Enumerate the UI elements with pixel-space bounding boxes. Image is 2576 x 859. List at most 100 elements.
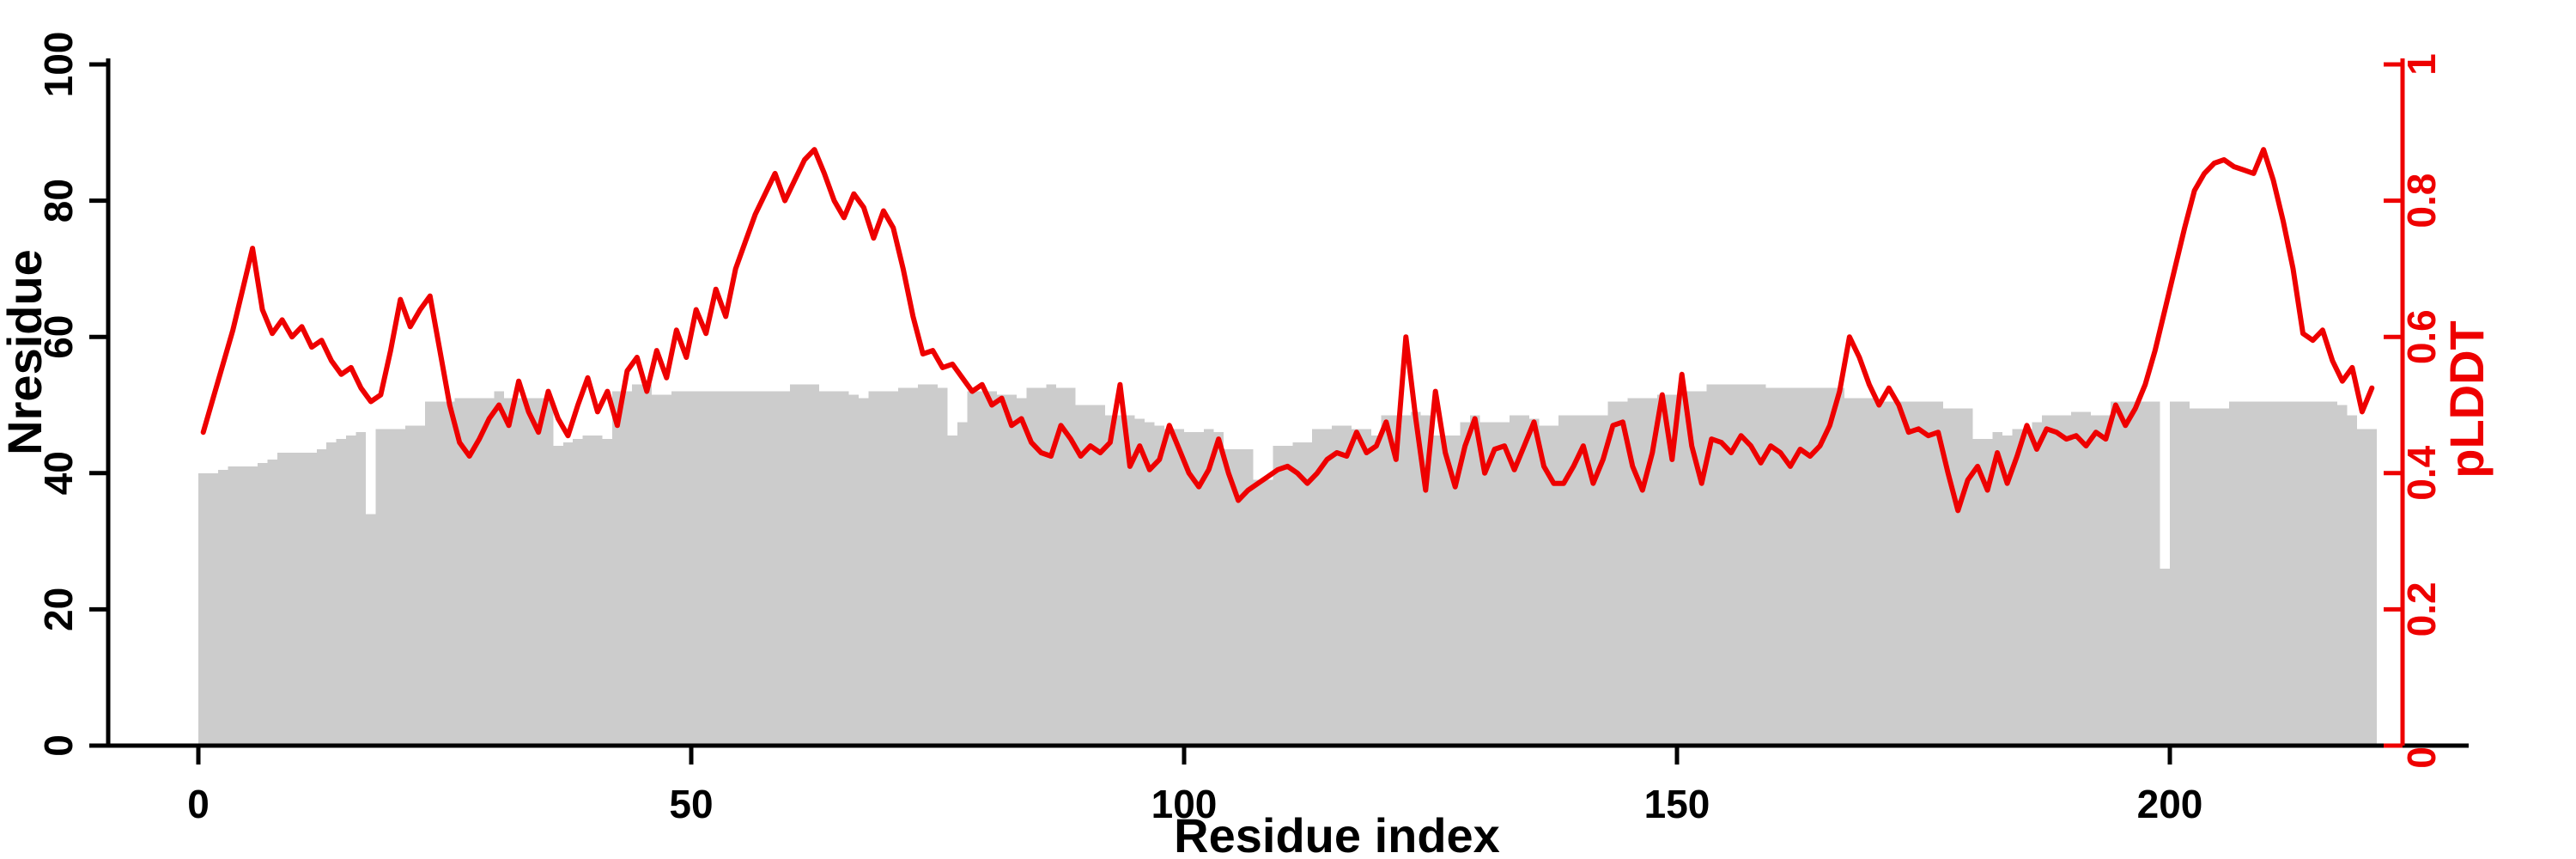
nresidue-bar — [1854, 398, 1865, 746]
nresidue-bars — [198, 384, 2378, 746]
nresidue-bar — [809, 384, 820, 746]
x-tick-label: 0 — [187, 782, 210, 826]
nresidue-bar — [208, 472, 218, 746]
nresidue-bar — [1923, 401, 1934, 746]
nresidue-bar — [2366, 429, 2378, 746]
nresidue-bar — [474, 398, 484, 746]
nresidue-bar — [2347, 415, 2358, 746]
nresidue-bar — [848, 394, 860, 746]
x-axis-title: Residue index — [1174, 808, 1500, 859]
nresidue-bar — [1953, 408, 1963, 746]
nresidue-bar — [217, 469, 228, 746]
nresidue-bar — [523, 398, 534, 746]
right-tick-label: 0.6 — [2399, 309, 2444, 364]
nresidue-bar — [641, 384, 653, 746]
nresidue-bar — [1528, 418, 1540, 746]
nresidue-bar — [1578, 415, 1589, 746]
nresidue-bar — [2021, 429, 2032, 746]
nresidue-bar — [257, 462, 268, 746]
nresidue-bar — [996, 394, 1007, 746]
nresidue-bar — [2307, 401, 2318, 746]
nresidue-bar — [947, 436, 957, 746]
nresidue-bar — [1105, 415, 1115, 746]
nresidue-bar — [1479, 422, 1490, 746]
right-tick-label: 0.4 — [2399, 445, 2444, 500]
nresidue-bar — [464, 398, 475, 746]
nresidue-bar — [1519, 415, 1529, 746]
nresidue-bar — [652, 394, 662, 746]
nresidue-bar — [1844, 398, 1855, 746]
nresidue-bar — [2111, 401, 2121, 746]
nresidue-bar — [1115, 415, 1126, 746]
nresidue-bar — [1075, 405, 1086, 746]
nresidue-bar — [1755, 384, 1766, 746]
nresidue-bar — [1805, 387, 1815, 746]
nresidue-bar — [1184, 432, 1194, 746]
nresidue-bar — [326, 442, 337, 746]
nresidue-bar — [1125, 415, 1135, 746]
nresidue-bar — [1992, 432, 2002, 746]
nresidue-bar — [1825, 387, 1835, 746]
nresidue-bar — [1449, 436, 1461, 746]
nresidue-bar — [1381, 415, 1392, 746]
nresidue-bar — [1904, 401, 1914, 746]
nresidue-bar — [1145, 422, 1155, 746]
nresidue-bar — [1509, 415, 1520, 746]
nresidue-bar — [681, 391, 691, 746]
nresidue-bar — [513, 398, 524, 746]
nresidue-bar — [1884, 401, 1894, 746]
nresidue-bar — [1420, 415, 1431, 746]
nresidue-bar — [1795, 387, 1806, 746]
nresidue-bar — [483, 398, 495, 746]
nresidue-bar — [1568, 415, 1579, 746]
nresidue-bar — [2002, 436, 2013, 746]
nresidue-bar — [1726, 384, 1736, 746]
nresidue-bar — [1539, 425, 1549, 746]
nresidue-bar — [1174, 429, 1184, 746]
nresidue-bar — [918, 384, 928, 746]
nresidue-bar — [316, 449, 327, 746]
nresidue-bar — [661, 394, 672, 746]
nresidue-bar — [405, 425, 416, 746]
nresidue-bar — [710, 391, 721, 746]
nresidue-bar — [1972, 439, 1983, 746]
nresidue-bar — [760, 391, 770, 746]
nresidue-bar — [720, 391, 731, 746]
nresidue-bar — [1026, 387, 1036, 746]
nresidue-bar — [839, 391, 849, 746]
nresidue-bar — [1667, 394, 1677, 746]
nresidue-bar — [2051, 415, 2062, 746]
nresidue-bar — [1332, 425, 1342, 746]
nresidue-bar — [1352, 429, 1362, 746]
nresidue-bar — [701, 391, 711, 746]
nresidue-bar — [2130, 401, 2141, 746]
nresidue-bar — [1085, 405, 1096, 746]
nresidue-bar — [671, 391, 682, 746]
nresidue-bar — [1558, 415, 1569, 746]
nresidue-bar — [1036, 387, 1047, 746]
nresidue-bar — [2258, 401, 2269, 746]
nresidue-bar — [1213, 432, 1224, 746]
nresidue-bar — [740, 391, 750, 746]
nresidue-bar — [750, 391, 761, 746]
nresidue-bar — [1006, 394, 1017, 746]
nresidue-bar — [2228, 401, 2239, 746]
nresidue-bar — [395, 429, 406, 746]
nresidue-bar — [1016, 398, 1027, 746]
nresidue-bar — [434, 401, 445, 746]
nresidue-bar — [987, 391, 997, 746]
nresidue-bar — [829, 391, 840, 746]
nresidue-bar — [1312, 429, 1322, 746]
nresidue-bar — [582, 436, 593, 746]
nresidue-bar — [2199, 408, 2209, 746]
nresidue-bar — [1282, 446, 1293, 746]
nresidue-bar — [908, 387, 919, 746]
nresidue-bar — [2219, 408, 2229, 746]
nresidue-bar — [1657, 394, 1668, 746]
nresidue-bar — [1469, 415, 1480, 746]
nresidue-bar — [938, 387, 948, 746]
nresidue-bar — [425, 401, 435, 746]
nresidue-bar — [1942, 408, 1953, 746]
nresidue-bar — [957, 422, 968, 746]
right-axis-ticks: 0 0.2 0.4 0.6 0.8 1 — [2384, 53, 2444, 769]
